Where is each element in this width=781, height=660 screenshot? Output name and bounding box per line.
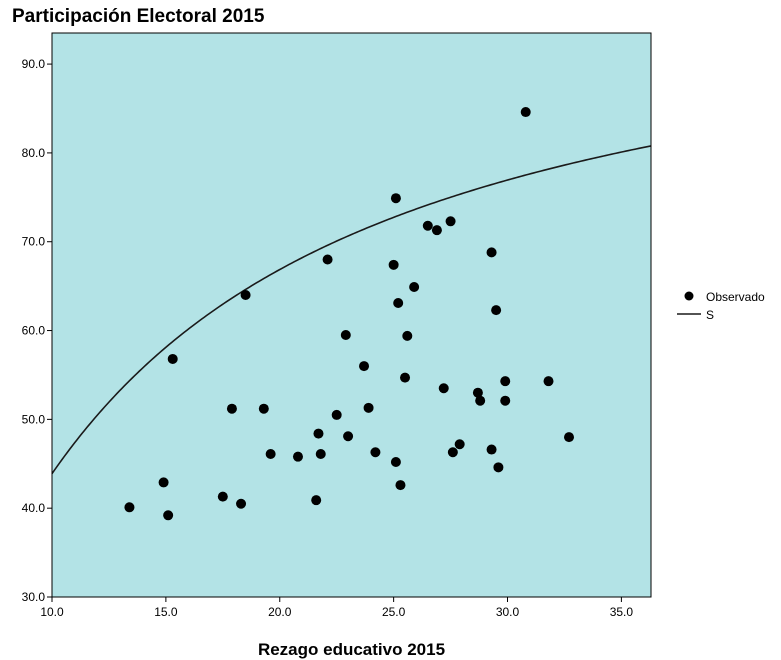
data-point (331, 409, 342, 420)
data-point (493, 462, 504, 473)
data-point (313, 428, 324, 439)
data-point (167, 353, 178, 364)
legend-observed-marker (684, 291, 694, 301)
y-tick-label: 60.0 (22, 324, 46, 338)
y-tick-label: 70.0 (22, 235, 46, 249)
plot-frame (51, 32, 652, 598)
data-points-layer (124, 107, 575, 521)
data-point (363, 402, 374, 413)
fit-curve-s (51, 145, 652, 475)
data-point (311, 495, 322, 506)
data-point (431, 225, 442, 236)
data-point (395, 480, 406, 491)
x-tick-label: 25.0 (382, 605, 406, 619)
data-point (454, 439, 465, 450)
data-point (322, 254, 333, 265)
x-tick-label: 35.0 (610, 605, 634, 619)
y-tick-label: 40.0 (22, 501, 46, 515)
y-tick-label: 80.0 (22, 146, 46, 160)
legend: Observado S (677, 290, 765, 322)
data-point (400, 372, 411, 383)
data-point (500, 376, 511, 387)
data-point (564, 432, 575, 443)
data-point (158, 477, 169, 488)
data-point (402, 330, 413, 341)
data-point (472, 387, 483, 398)
data-point (240, 290, 251, 301)
data-point (543, 376, 554, 387)
data-point (445, 216, 456, 227)
chart-title: Participación Electoral 2015 (12, 6, 265, 27)
data-point (486, 247, 497, 258)
data-point (520, 107, 531, 118)
data-point (500, 395, 511, 406)
x-tick-label: 15.0 (154, 605, 178, 619)
axis-ticks: 10.0 15.0 20.0 25.0 30.0 35.0 30.0 40.0 50.0 60.0… (22, 57, 634, 619)
y-tick-label: 50.0 (22, 412, 46, 426)
x-axis-title: Rezago educativo 2015 (258, 640, 445, 659)
data-point (265, 449, 276, 460)
x-tick-label: 30.0 (496, 605, 520, 619)
data-point (315, 449, 326, 460)
fit-curve-layer (51, 145, 652, 475)
data-point (393, 298, 404, 309)
y-tick-label: 30.0 (22, 590, 46, 604)
plot-area (52, 33, 651, 597)
data-point (163, 510, 174, 521)
data-point (390, 456, 401, 467)
data-point (226, 403, 237, 414)
data-point (491, 305, 502, 316)
data-point (124, 502, 135, 513)
y-tick-label: 90.0 (22, 57, 46, 71)
legend-label-fit: S (706, 308, 714, 322)
data-point (217, 491, 228, 502)
data-point (388, 259, 399, 270)
data-point (390, 193, 401, 204)
x-tick-label: 10.0 (40, 605, 64, 619)
data-point (447, 447, 458, 458)
data-point (370, 447, 381, 458)
data-point (236, 498, 247, 509)
data-point (475, 395, 486, 406)
data-point (409, 282, 420, 293)
legend-label-observed: Observado (706, 290, 765, 304)
data-point (422, 220, 433, 231)
data-point (340, 329, 351, 340)
x-tick-label: 20.0 (268, 605, 292, 619)
data-point (343, 431, 354, 442)
data-point (486, 444, 497, 455)
data-point (359, 361, 370, 372)
data-point (438, 383, 449, 394)
data-point (292, 451, 303, 462)
data-point (258, 403, 269, 414)
